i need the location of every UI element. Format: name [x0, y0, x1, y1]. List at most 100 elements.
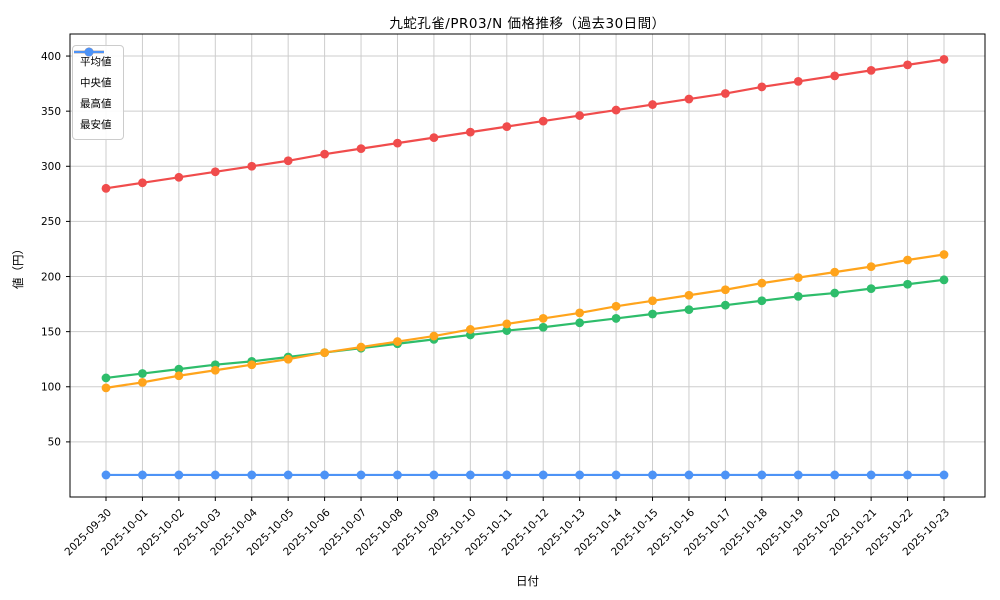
series-min-marker: [903, 470, 912, 480]
series-median-marker: [393, 337, 402, 346]
series-min-marker: [611, 470, 621, 480]
series-max-marker: [648, 100, 657, 109]
series-min-marker: [101, 470, 111, 480]
series-median-marker: [247, 360, 257, 370]
series-median-marker: [502, 319, 512, 329]
series-min-marker: [866, 470, 876, 480]
series-average-marker: [174, 364, 184, 374]
series-average-marker: [611, 314, 621, 323]
series-average-marker: [866, 284, 876, 294]
x-axis-label: 日付: [516, 574, 539, 588]
series-max-marker: [502, 122, 512, 131]
series-median-marker: [648, 296, 657, 306]
series-median-marker: [684, 290, 694, 300]
series-min-marker: [720, 470, 730, 480]
series-average-marker: [939, 275, 949, 285]
series-median-marker: [101, 383, 111, 393]
series-min-marker: [538, 470, 548, 480]
series-max-marker: [138, 178, 147, 188]
series-median-marker: [575, 308, 585, 318]
series-median-marker: [866, 262, 876, 272]
series-median-marker: [830, 267, 840, 277]
series-max-marker: [575, 111, 585, 120]
series-average-marker: [502, 326, 512, 335]
series-max-marker: [903, 60, 912, 70]
y-tick-label: 100: [41, 382, 61, 394]
series-average-line: [105, 278, 945, 380]
y-tick-label: 50: [48, 437, 61, 449]
series-max-marker: [793, 77, 803, 86]
series-min-marker: [393, 470, 402, 480]
series-average-marker: [575, 318, 585, 328]
y-tick-label: 200: [41, 271, 61, 283]
series-average-marker: [648, 309, 657, 319]
series-max-marker: [429, 133, 439, 143]
series-max-marker: [538, 116, 548, 126]
series-average-marker: [757, 296, 767, 306]
y-tick-label: 400: [41, 51, 61, 63]
series-min-marker: [210, 470, 220, 480]
legend-label-min: 最安値: [80, 118, 112, 131]
series-median-marker: [903, 255, 912, 265]
series-min-marker: [429, 470, 439, 480]
series-median-marker: [138, 377, 147, 387]
series-median-marker: [429, 331, 439, 341]
series-max-marker: [939, 54, 949, 64]
legend-label-average: 平均値: [80, 55, 112, 68]
legend-label-max: 最高値: [80, 97, 112, 110]
series-average-marker: [903, 279, 912, 289]
series-min-marker: [174, 470, 184, 480]
series-median-marker: [174, 371, 184, 381]
series-median-line: [105, 253, 945, 389]
series-median-marker: [793, 273, 803, 283]
series-min-marker: [830, 470, 840, 480]
series-median-marker: [356, 342, 366, 352]
series-average-marker: [101, 373, 111, 383]
series-min-marker: [465, 470, 475, 480]
series-min-marker: [757, 470, 767, 480]
series-max-line: [105, 58, 945, 190]
legend-item-min: 最安値: [74, 47, 112, 134]
series-min-marker: [138, 470, 147, 480]
series-average-marker: [684, 305, 694, 314]
series-min-marker: [648, 470, 657, 480]
series-min-marker: [283, 470, 293, 480]
series-min-marker: [684, 470, 694, 480]
legend-item-median: 中央値: [74, 47, 112, 92]
series-average-marker: [538, 322, 548, 332]
y-tick-label: 300: [41, 161, 61, 173]
series-max-marker: [757, 82, 767, 92]
legend-item-max: 最高値: [74, 47, 112, 113]
series-min-marker: [575, 470, 585, 480]
series-max-marker: [720, 89, 730, 98]
chart-title: 九蛇孔雀/PR03/N 価格推移（過去30日間）: [389, 16, 666, 32]
series-max-marker: [210, 167, 220, 177]
series-min-marker: [502, 470, 512, 480]
series-max-marker: [465, 127, 475, 137]
series-max-marker: [356, 144, 366, 154]
series-average-marker: [138, 369, 147, 378]
y-tick-label: 250: [41, 216, 61, 228]
series-max-marker: [101, 183, 111, 193]
legend-min-marker-icon: [74, 47, 104, 57]
series-max-marker: [393, 138, 402, 148]
series-max-marker: [866, 65, 876, 75]
y-tick-label: 350: [41, 106, 61, 118]
series-median-marker: [720, 285, 730, 295]
series-min-marker: [247, 470, 257, 480]
series-median-marker: [757, 278, 767, 288]
series-median-marker: [939, 250, 949, 259]
series-max-marker: [611, 105, 621, 115]
y-tick-label: 150: [41, 326, 61, 338]
series-average-marker: [793, 291, 803, 301]
series-average-marker: [830, 288, 840, 298]
series-max-marker: [283, 156, 293, 166]
series-min-marker: [320, 470, 330, 480]
series-median-marker: [283, 354, 293, 364]
series-max-marker: [174, 172, 184, 182]
series-median-marker: [611, 301, 621, 311]
y-axis-label: 値（円）: [11, 243, 25, 289]
series-median-marker: [538, 314, 548, 323]
